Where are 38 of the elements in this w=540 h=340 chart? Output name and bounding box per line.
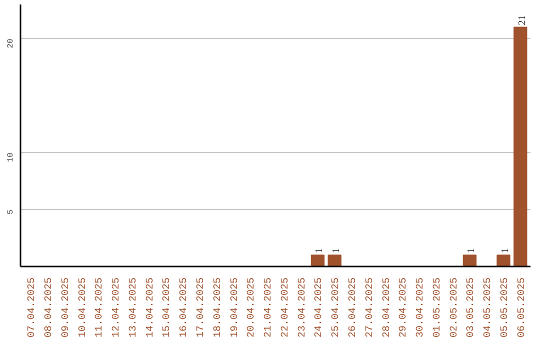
x-tick-label: 10.04.2025 [78,277,89,338]
x-tick-label: 07.04.2025 [27,277,38,338]
x-tick-label: 27.04.2025 [364,277,376,338]
x-tick-label: 22.04.2025 [280,277,292,338]
x-tick-label: 02.05.2025 [449,277,460,338]
data-label: 1 [331,248,342,254]
data-label: 21 [516,15,528,26]
x-tick-label: 13.04.2025 [128,277,140,338]
x-tick-label: 20.04.2025 [246,277,258,338]
x-tick-label: 28.04.2025 [382,277,393,338]
y-tick-label: 5 [6,209,16,214]
data-label: 1 [314,248,326,254]
x-tick-label: 29.04.2025 [398,277,410,338]
x-tick-label: 05.05.2025 [500,277,511,338]
y-tick-label: 10 [6,152,16,162]
data-label: 1 [466,248,478,254]
x-tick-label: 04.05.2025 [483,277,494,338]
x-tick-label: 30.04.2025 [416,277,427,338]
x-tick-label: 15.04.2025 [162,277,174,338]
x-tick-label: 25.04.2025 [331,277,342,338]
x-tick-label: 24.04.2025 [314,277,326,338]
x-tick-label: 03.05.2025 [466,277,478,338]
x-tick-label: 08.04.2025 [44,277,56,338]
x-tick-label: 17.04.2025 [196,277,208,338]
x-tick-label: 23.04.2025 [297,277,308,338]
x-tick-label: 01.05.2025 [432,277,444,338]
x-tick-label: 14.04.2025 [145,277,156,338]
x-tick-label: 19.04.2025 [230,277,241,338]
x-tick-label: 26.04.2025 [348,277,359,338]
x-tick-label: 12.04.2025 [112,277,123,338]
x-tick-label: 06.05.2025 [516,277,528,338]
x-tick-label: 16.04.2025 [179,277,190,338]
y-tick-label: 20 [6,38,16,48]
data-label: 1 [500,248,511,254]
x-tick-label: 09.04.2025 [60,277,72,338]
x-tick-label: 11.04.2025 [94,277,106,338]
x-tick-label: 18.04.2025 [212,277,224,338]
x-tick-label: 21.04.2025 [264,277,275,338]
